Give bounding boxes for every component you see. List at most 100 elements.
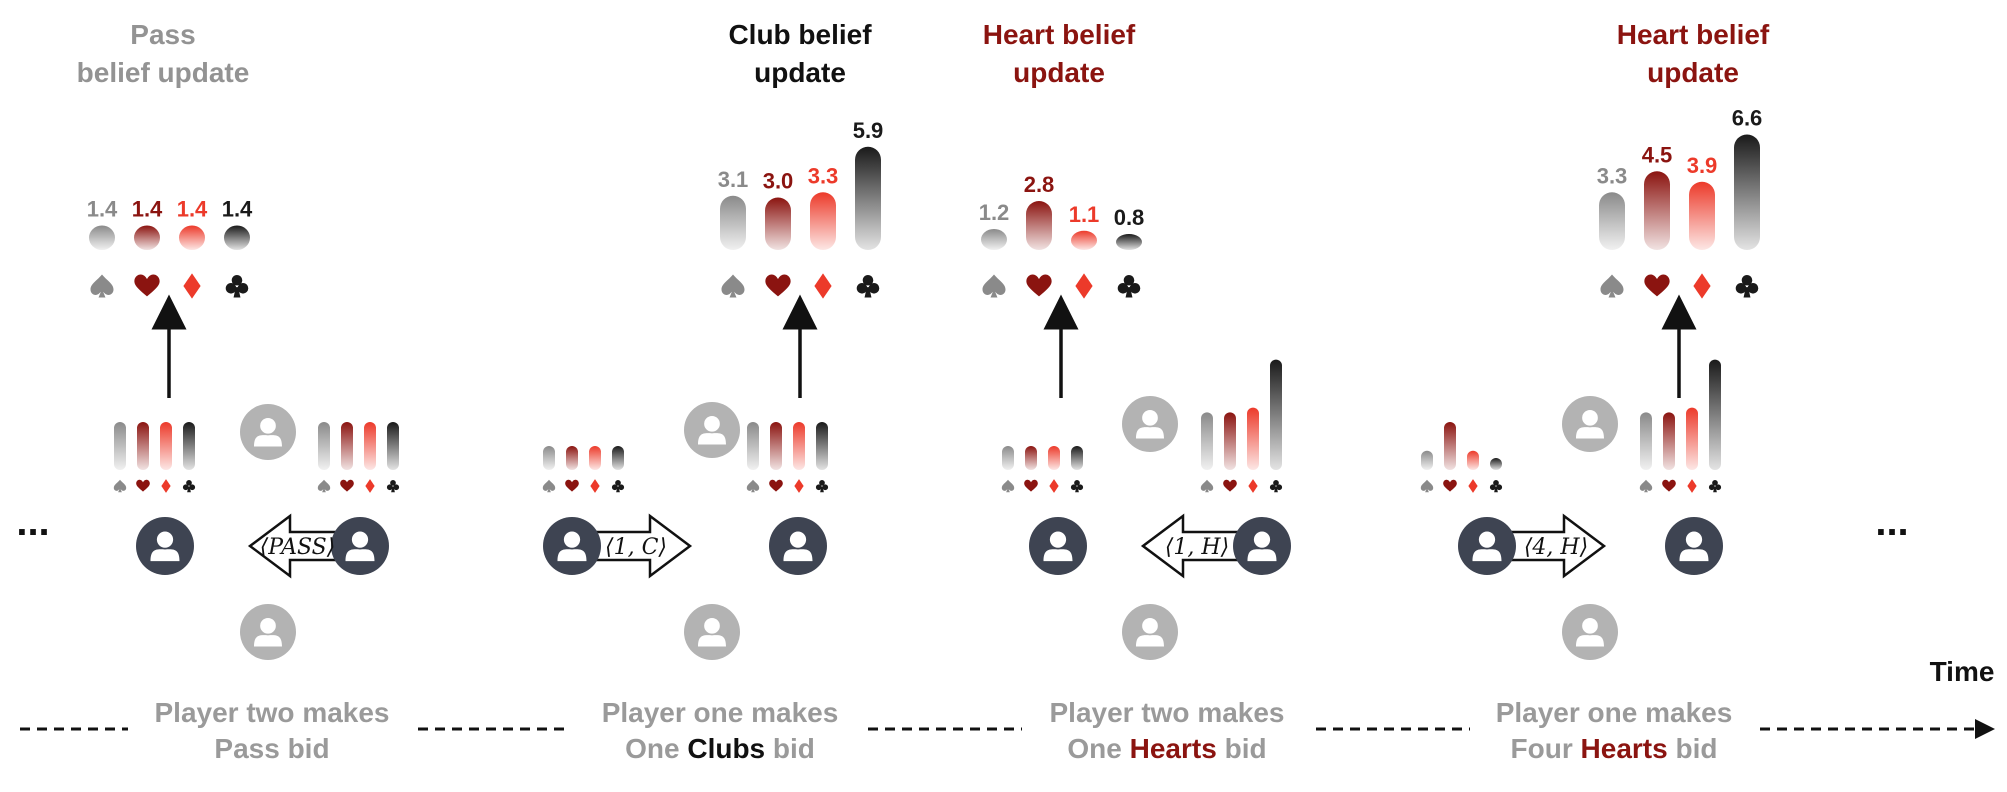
club-icon: [856, 274, 880, 298]
panel-title-line: update: [1647, 57, 1739, 88]
caption-highlight: Hearts: [1581, 733, 1668, 764]
spade-icon: [1639, 479, 1653, 493]
diamond-belief-bar: [1686, 407, 1698, 470]
spade-icon: [982, 274, 1006, 298]
club-icon: [182, 480, 196, 493]
heart-value-label: 1.4: [132, 197, 163, 222]
spade-belief-bar: [318, 422, 330, 470]
diamond-icon: [1248, 479, 1258, 493]
heart-bar: [1644, 171, 1670, 250]
club-belief-bar: [387, 422, 399, 470]
spade-belief-bar: [114, 422, 126, 470]
spade-icon: [113, 479, 127, 493]
club-value-label: 0.8: [1114, 205, 1145, 230]
caption-text: One: [625, 733, 687, 764]
diamond-icon: [590, 479, 600, 493]
club-icon: [1070, 480, 1084, 493]
heart-icon: [1026, 274, 1052, 297]
club-icon: [386, 480, 400, 493]
heart-icon: [1443, 479, 1457, 492]
timeline-arrowhead: [1975, 719, 1995, 739]
diamond-bar: [179, 225, 205, 250]
caption-text: bid: [1217, 733, 1267, 764]
caption-text: One: [1067, 733, 1129, 764]
heart-icon: [769, 479, 783, 492]
caption-line-1: Player two makes: [154, 697, 389, 728]
club-bar: [1734, 134, 1760, 250]
diamond-belief-bar: [364, 422, 376, 470]
player-right-icon: [1665, 517, 1723, 575]
heart-icon: [1644, 274, 1670, 297]
player-right-icon: [1233, 517, 1291, 575]
heart-value-label: 2.8: [1024, 172, 1055, 197]
spade-icon: [721, 274, 745, 298]
player-right-icon: [769, 517, 827, 575]
spade-belief-bar: [543, 446, 555, 470]
club-bar: [855, 146, 881, 250]
caption-highlight: Hearts: [1130, 733, 1217, 764]
panels: Pass belief update 1.4 1.4 1.4 1.4 ⟨PASS⟩ Playe…: [77, 19, 1770, 764]
spade-value-label: 3.1: [718, 167, 749, 192]
club-belief-bar: [1490, 458, 1502, 470]
belief-panel-3: Heart belief update 1.2 2.8 1.1 0.8 ⟨1, H⟩ Play…: [979, 19, 1291, 764]
partner-player-bottom-icon: [1562, 604, 1618, 660]
diamond-value-label: 1.1: [1069, 202, 1100, 227]
club-belief-bar: [612, 446, 624, 470]
diamond-value-label: 3.9: [1687, 153, 1718, 178]
panel-title-line: Pass: [130, 19, 195, 50]
diamond-icon: [1468, 479, 1478, 493]
heart-belief-bar: [770, 422, 782, 470]
left-player-belief: [1001, 446, 1084, 493]
right-player-belief: [746, 422, 829, 493]
partner-player-bottom-icon: [684, 604, 740, 660]
player-right-icon: [331, 517, 389, 575]
spade-icon: [1600, 274, 1624, 298]
spade-icon: [1420, 479, 1434, 493]
heart-bar: [765, 197, 791, 250]
club-icon: [1117, 274, 1141, 298]
diamond-bar: [810, 192, 836, 250]
caption-line-2: One Hearts bid: [1067, 733, 1266, 764]
heart-belief-bar: [1663, 412, 1675, 470]
spade-bar: [89, 225, 115, 250]
heart-belief-bar: [1444, 422, 1456, 470]
club-bar: [1116, 234, 1142, 250]
spade-icon: [746, 479, 760, 493]
spade-bar: [720, 195, 746, 250]
club-icon: [1489, 480, 1503, 493]
bid-label: ⟨1, C⟩: [605, 535, 667, 560]
club-icon: [225, 274, 249, 298]
heart-belief-bar: [341, 422, 353, 470]
caption-line-1: Player one makes: [602, 697, 839, 728]
player-left-icon: [1029, 517, 1087, 575]
spade-icon: [542, 479, 556, 493]
heart-icon: [134, 274, 160, 297]
partner-player-top-icon: [240, 404, 296, 460]
club-icon: [815, 480, 829, 493]
panel-title-line: update: [754, 57, 846, 88]
diamond-belief-bar: [1247, 407, 1259, 470]
heart-bar: [1026, 201, 1052, 250]
diamond-icon: [794, 479, 804, 493]
panel-title-line: Heart belief: [983, 19, 1136, 50]
heart-belief-bar: [137, 422, 149, 470]
partner-player-bottom-icon: [240, 604, 296, 660]
diamond-belief-bar: [1467, 450, 1479, 470]
caption-text: Four: [1511, 733, 1581, 764]
club-belief-bar: [1071, 446, 1083, 470]
diamond-icon: [1049, 479, 1059, 493]
spade-belief-bar: [747, 422, 759, 470]
club-bar: [224, 225, 250, 250]
heart-icon: [765, 274, 791, 297]
ellipsis-left: ...: [16, 500, 49, 544]
club-value-label: 1.4: [222, 197, 253, 222]
diamond-bar: [1689, 181, 1715, 250]
spade-value-label: 3.3: [1597, 163, 1628, 188]
heart-belief-bar: [1025, 446, 1037, 470]
partner-player-top-icon: [1562, 396, 1618, 452]
diamond-icon: [814, 273, 832, 299]
diamond-icon: [1687, 479, 1697, 493]
partner-player-top-icon: [684, 402, 740, 458]
caption-line-1: Player two makes: [1049, 697, 1284, 728]
belief-panel-4: Heart belief update 3.3 4.5 3.9 6.6 ⟨4, H⟩ Play…: [1420, 19, 1770, 764]
